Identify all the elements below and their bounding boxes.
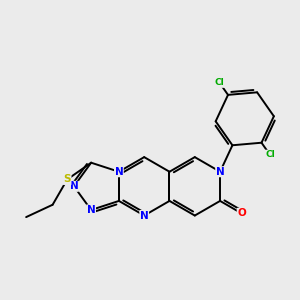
Text: S: S [64, 175, 71, 184]
Text: N: N [216, 167, 224, 177]
Text: Cl: Cl [215, 78, 224, 87]
Text: N: N [115, 167, 123, 177]
Text: Cl: Cl [265, 150, 275, 159]
Text: N: N [140, 211, 148, 220]
Text: N: N [87, 205, 95, 215]
Text: N: N [70, 181, 78, 191]
Text: O: O [237, 208, 246, 218]
